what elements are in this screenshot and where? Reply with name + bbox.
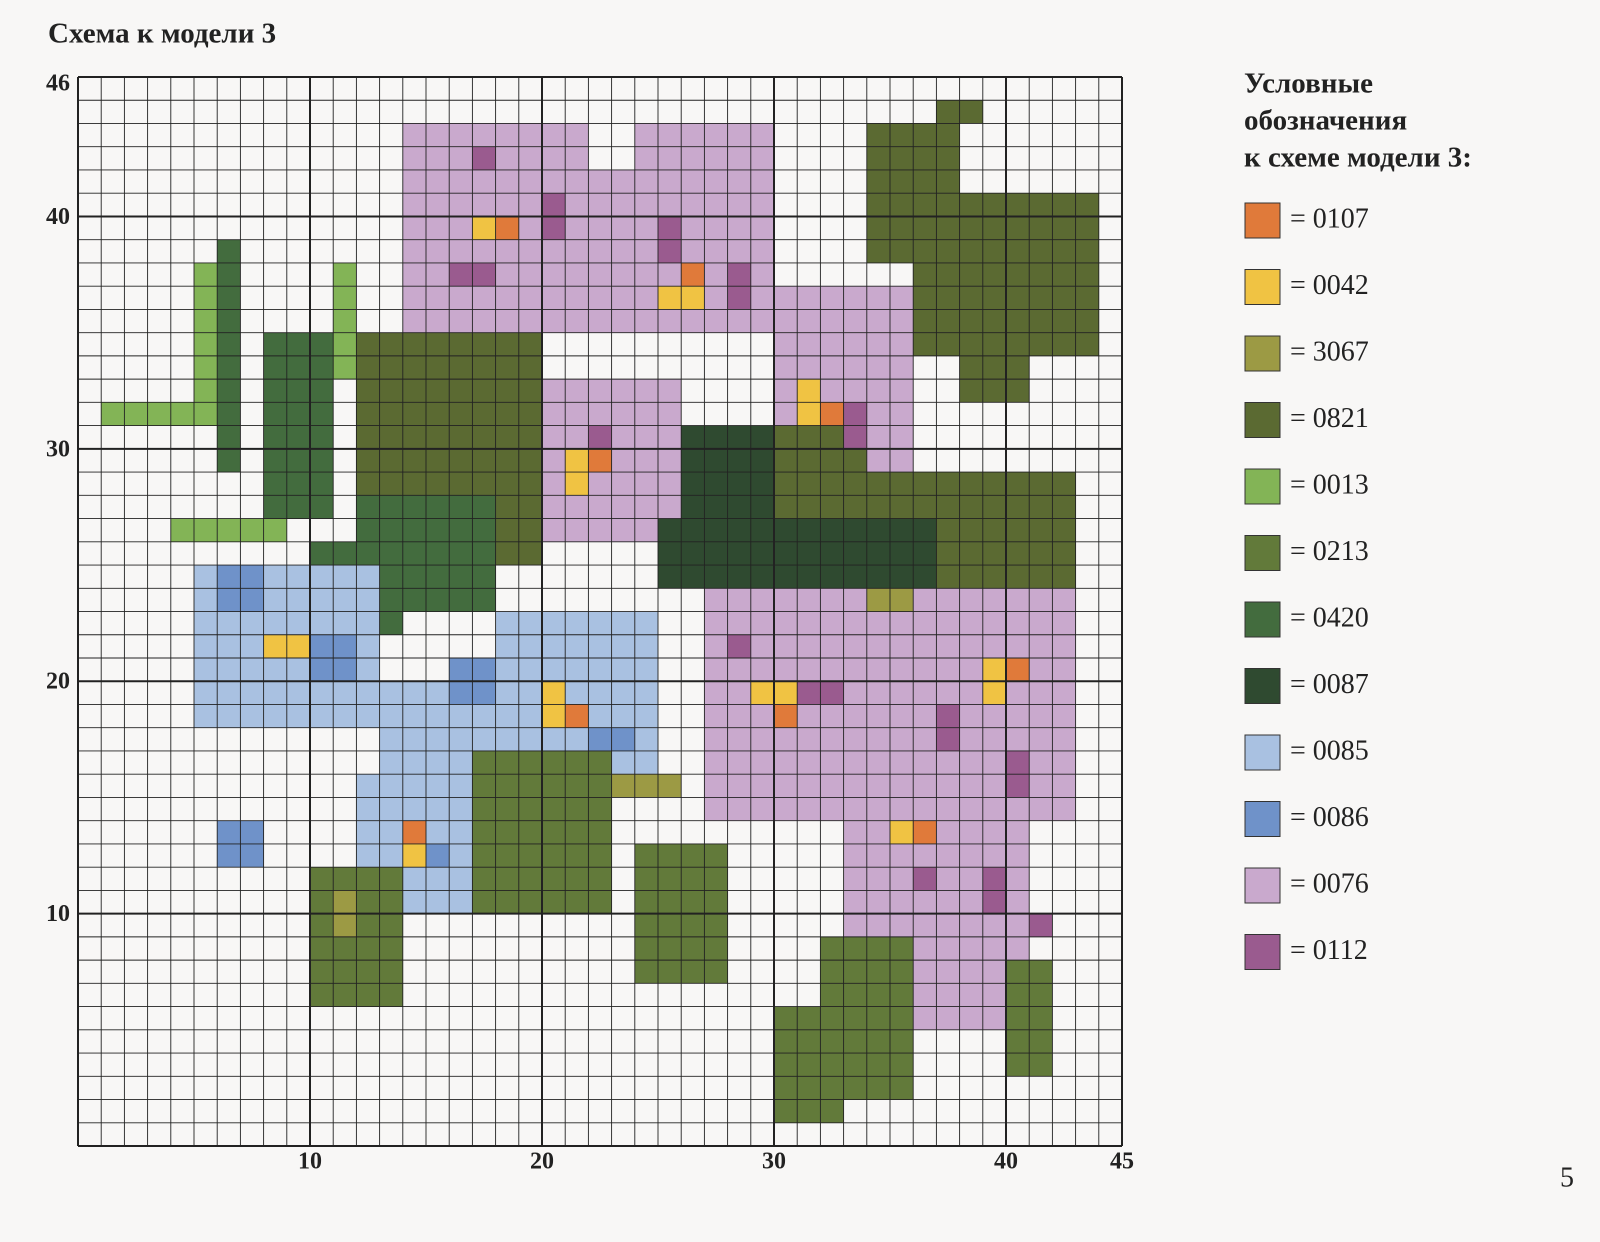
stitch-area: [170, 518, 287, 542]
stitch-area: [402, 820, 426, 844]
stitch-area: [472, 146, 496, 170]
legend-swatch: [1244, 402, 1281, 438]
legend-swatch: [1244, 734, 1281, 771]
legend-title: Условные: [1244, 68, 1373, 100]
stitch-area: [588, 448, 612, 473]
legend-swatch: [1244, 867, 1281, 904]
legend-swatch: [1244, 202, 1281, 239]
stitch-area: [101, 402, 218, 426]
x-axis-label: 20: [530, 1149, 554, 1175]
stitch-area: [611, 774, 682, 798]
legend-swatch: [1244, 535, 1281, 571]
x-axis-label: 10: [298, 1149, 322, 1175]
stitch-area: [913, 867, 937, 891]
legend-label: = 0087: [1290, 669, 1369, 700]
legend-swatch: [1244, 468, 1281, 505]
y-axis-label: 10: [46, 901, 70, 927]
stitch-area: [588, 425, 612, 449]
stitch-area: [820, 402, 844, 426]
stitch-area: [426, 843, 450, 868]
stitch-area: [1029, 913, 1053, 937]
page-number: 5: [1560, 1162, 1574, 1193]
stitch-area: [1006, 658, 1030, 682]
legend-label: = 0013: [1290, 469, 1369, 500]
legend-swatch: [1244, 801, 1281, 837]
x-axis-label: 40: [994, 1149, 1018, 1175]
stitch-area: [495, 216, 519, 240]
legend-label: = 0213: [1290, 536, 1369, 567]
y-axis-label: 46: [46, 71, 70, 97]
legend-swatch: [1244, 601, 1281, 638]
legend: Условные обозначения к схеме модели 3: = 01…: [1244, 68, 1472, 970]
legend-label: = 0086: [1290, 802, 1369, 833]
y-axis-label: 20: [46, 669, 70, 695]
x-axis-label: 45: [1110, 1149, 1134, 1175]
y-axis-label: 30: [46, 436, 70, 462]
title: Схема к модели 3: [48, 18, 276, 50]
legend-title: к схеме модели 3:: [1244, 142, 1472, 174]
legend-swatch: [1244, 335, 1281, 372]
stitch-area: [565, 704, 589, 728]
legend-label: = 3067: [1290, 336, 1369, 367]
legend-label: = 0112: [1290, 935, 1368, 966]
stitch-area: [681, 262, 705, 287]
y-axis-label: 40: [46, 204, 70, 230]
legend-swatch: [1244, 934, 1281, 970]
legend-label: = 0420: [1290, 602, 1369, 633]
stitch-area: [774, 704, 798, 728]
legend-swatch: [1244, 668, 1281, 704]
stitch-area: [727, 634, 751, 658]
stitch-area: [913, 820, 937, 844]
stitch-area: [333, 262, 357, 380]
stitch-area: [774, 1006, 844, 1123]
grid: [77, 76, 1123, 1148]
legend-label: = 0076: [1290, 868, 1369, 899]
legend-label: = 0085: [1290, 735, 1369, 766]
legend-label: = 0821: [1290, 403, 1369, 434]
legend-label: = 0107: [1290, 203, 1369, 234]
legend-label: = 0042: [1290, 270, 1369, 301]
legend-title: обозначения: [1244, 105, 1407, 137]
legend-swatch: [1244, 269, 1281, 305]
x-axis-label: 30: [762, 1149, 786, 1175]
